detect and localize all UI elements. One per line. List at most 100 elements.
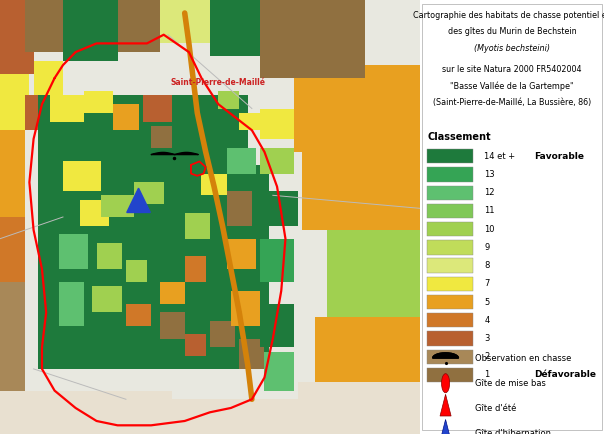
Text: 2: 2 [484, 352, 489, 361]
Bar [0, 130, 25, 217]
Bar [427, 186, 473, 200]
Bar [427, 204, 473, 218]
Bar [218, 91, 239, 108]
Bar [59, 234, 88, 269]
Bar [226, 148, 256, 174]
Bar [185, 256, 206, 282]
Bar [427, 222, 473, 237]
Bar [427, 277, 473, 291]
Polygon shape [127, 188, 150, 213]
Bar [265, 352, 294, 391]
Bar [114, 104, 138, 130]
Text: Gîte d'été: Gîte d'été [475, 404, 516, 413]
Bar [84, 91, 114, 113]
Bar [0, 282, 25, 391]
Bar [126, 304, 151, 326]
Bar [101, 195, 134, 217]
Bar [0, 217, 25, 282]
Bar [427, 332, 473, 346]
Text: 11: 11 [484, 207, 495, 215]
Bar [92, 286, 122, 312]
Bar [172, 399, 298, 434]
Bar [50, 95, 84, 122]
Polygon shape [432, 353, 458, 358]
Text: Gîte de mise bas: Gîte de mise bas [475, 379, 546, 388]
Bar [427, 259, 473, 273]
Bar [151, 126, 172, 148]
Bar [260, 148, 294, 174]
Bar [260, 304, 294, 347]
Bar [294, 65, 420, 152]
Text: 8: 8 [484, 261, 490, 270]
Circle shape [442, 374, 449, 393]
Bar [231, 291, 260, 326]
Bar [63, 0, 118, 61]
Text: 4: 4 [484, 316, 489, 325]
Bar [202, 174, 226, 195]
Text: 1: 1 [484, 371, 489, 379]
Bar [185, 213, 210, 239]
Bar [25, 391, 172, 434]
Bar [239, 113, 260, 130]
Bar [34, 61, 63, 95]
Bar [427, 295, 473, 309]
Polygon shape [440, 394, 451, 416]
Bar [427, 313, 473, 328]
Text: Défavorable: Défavorable [534, 371, 596, 379]
Bar [427, 240, 473, 255]
Bar [260, 108, 294, 139]
Text: Saint-Pierre-de-Maillé: Saint-Pierre-de-Maillé [171, 78, 266, 87]
Text: Gîte d'hibernation: Gîte d'hibernation [475, 429, 551, 434]
Text: 7: 7 [484, 279, 490, 288]
Bar [143, 95, 172, 122]
Bar [185, 334, 206, 356]
Bar [427, 168, 473, 182]
Bar [25, 0, 63, 52]
Bar [0, 74, 30, 130]
Bar [226, 191, 252, 226]
Text: 9: 9 [484, 243, 489, 252]
Bar [226, 239, 256, 269]
Bar [38, 165, 269, 369]
Bar [159, 312, 185, 339]
Text: 10: 10 [484, 225, 495, 233]
Bar [38, 95, 248, 165]
Text: "Basse Vallée de la Gartempe": "Basse Vallée de la Gartempe" [450, 82, 574, 91]
Text: Classement: Classement [427, 132, 491, 142]
Bar [80, 200, 109, 226]
Bar [0, 391, 25, 434]
Text: des gîtes du Murin de Bechstein: des gîtes du Murin de Bechstein [448, 27, 576, 36]
Text: Cartographie des habitats de chasse potentiel et: Cartographie des habitats de chasse pote… [414, 11, 604, 20]
Bar [427, 350, 473, 364]
Polygon shape [432, 353, 458, 358]
Bar [59, 282, 84, 326]
Text: Observation en chasse: Observation en chasse [475, 354, 571, 362]
Text: 12: 12 [484, 188, 495, 197]
Bar [63, 161, 101, 191]
Bar [159, 0, 210, 43]
Text: 3: 3 [484, 334, 490, 343]
Text: Favorable: Favorable [534, 152, 584, 161]
Bar [427, 368, 473, 382]
Bar [302, 152, 420, 230]
Bar [315, 317, 420, 382]
Bar [126, 260, 147, 282]
Bar [260, 239, 294, 282]
Text: 5: 5 [484, 298, 489, 306]
Bar [239, 339, 265, 369]
Bar [134, 182, 164, 204]
Text: (Saint-Pierre-de-Maillé, La Bussière, 86): (Saint-Pierre-de-Maillé, La Bussière, 86… [432, 98, 591, 107]
Bar [210, 321, 235, 347]
Bar [25, 95, 38, 130]
Text: sur le site Natura 2000 FR5402004: sur le site Natura 2000 FR5402004 [442, 65, 582, 74]
Bar [97, 243, 122, 269]
Text: 13: 13 [484, 170, 495, 179]
Bar [210, 0, 260, 56]
Bar [327, 230, 420, 317]
Bar [118, 0, 159, 52]
Bar [427, 149, 473, 164]
Bar [0, 0, 34, 74]
Polygon shape [440, 419, 451, 434]
Text: 14 et +: 14 et + [484, 152, 515, 161]
Bar [159, 282, 185, 304]
